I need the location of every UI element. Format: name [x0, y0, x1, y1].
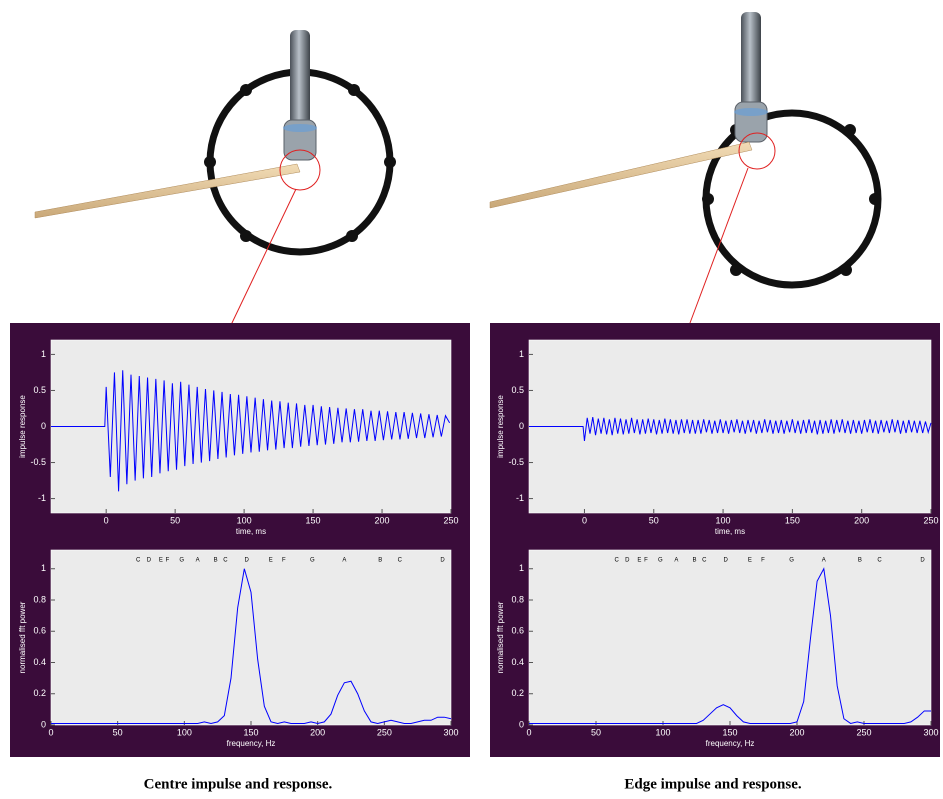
note-label: C [614, 558, 619, 564]
y-axis-label: normalised fft power [496, 601, 505, 673]
plot-area [529, 550, 931, 725]
note-label: F [166, 558, 170, 564]
plot-area [51, 340, 451, 513]
note-label: E [159, 558, 163, 564]
x-tick-label: 0 [526, 727, 531, 737]
note-label: D [625, 558, 630, 564]
x-tick-label: 200 [854, 515, 869, 525]
x-axis-label: frequency, Hz [227, 739, 276, 748]
y-tick-label: 0.5 [511, 385, 524, 395]
note-label: F [282, 558, 286, 564]
x-axis-label: time, ms [715, 527, 745, 536]
x-tick-label: 250 [377, 727, 392, 737]
note-label: E [269, 558, 273, 564]
y-axis-label: impulse response [496, 395, 505, 458]
note-label: B [378, 558, 382, 564]
note-label: D [920, 558, 925, 564]
x-tick-label: 50 [591, 727, 601, 737]
y-tick-label: 0.2 [511, 688, 524, 698]
note-label: G [179, 558, 184, 564]
note-label: A [674, 558, 678, 564]
x-tick-label: 200 [789, 727, 804, 737]
y-tick-label: 0 [519, 421, 524, 431]
x-tick-label: 300 [443, 727, 458, 737]
note-label: A [822, 558, 826, 564]
x-tick-label: 200 [375, 515, 390, 525]
x-tick-label: 50 [170, 515, 180, 525]
note-label: C [136, 558, 141, 564]
y-tick-label: 0.6 [33, 626, 46, 636]
y-tick-label: 0.5 [33, 385, 46, 395]
note-label: C [223, 558, 228, 564]
note-label: D [245, 558, 250, 564]
x-tick-label: 150 [306, 515, 321, 525]
y-tick-label: -0.5 [30, 457, 46, 467]
y-tick-label: 0.4 [511, 657, 524, 667]
y-tick-label: 0.8 [511, 594, 524, 604]
y-tick-label: 0 [519, 719, 524, 729]
x-tick-label: 100 [237, 515, 252, 525]
plot-area [51, 550, 451, 725]
x-tick-label: 150 [722, 727, 737, 737]
y-tick-label: -1 [516, 493, 524, 503]
note-label: F [644, 558, 648, 564]
x-axis-label: frequency, Hz [706, 739, 755, 748]
x-tick-label: 300 [923, 727, 938, 737]
y-tick-label: 0 [41, 719, 46, 729]
note-label: C [877, 558, 882, 564]
x-tick-label: 100 [655, 727, 670, 737]
note-label: B [692, 558, 696, 564]
y-tick-label: 0 [41, 421, 46, 431]
drum-illustration [35, 30, 396, 325]
y-tick-label: 0.2 [33, 688, 46, 698]
note-label: B [214, 558, 218, 564]
note-label: G [658, 558, 663, 564]
x-tick-label: 250 [856, 727, 871, 737]
x-tick-label: 0 [104, 515, 109, 525]
y-tick-label: 0.6 [511, 626, 524, 636]
x-tick-label: 50 [113, 727, 123, 737]
note-label: B [858, 558, 862, 564]
x-tick-label: 100 [177, 727, 192, 737]
x-axis-label: time, ms [236, 527, 266, 536]
x-tick-label: 250 [923, 515, 938, 525]
x-tick-label: 250 [443, 515, 458, 525]
note-label: E [748, 558, 752, 564]
note-label: A [196, 558, 200, 564]
note-label: D [147, 558, 152, 564]
x-tick-label: 100 [716, 515, 731, 525]
y-tick-label: 0.4 [33, 657, 46, 667]
y-axis-label: impulse response [18, 395, 27, 458]
x-tick-label: 150 [243, 727, 258, 737]
x-tick-label: 200 [310, 727, 325, 737]
caption: Edge impulse and response. [624, 776, 802, 792]
y-tick-label: -1 [38, 493, 46, 503]
note-label: D [724, 558, 729, 564]
note-label: G [310, 558, 315, 564]
x-tick-label: 0 [582, 515, 587, 525]
note-label: D [440, 558, 445, 564]
x-tick-label: 50 [649, 515, 659, 525]
page: Centre impulse and response. Edge impuls… [0, 0, 943, 794]
note-label: G [789, 558, 794, 564]
y-tick-label: 1 [41, 349, 46, 359]
y-tick-label: 1 [519, 563, 524, 573]
y-tick-label: 1 [519, 349, 524, 359]
y-axis-label: normalised fft power [18, 601, 27, 673]
note-label: C [702, 558, 707, 564]
drum-illustration [490, 12, 881, 323]
x-tick-label: 0 [48, 727, 53, 737]
note-label: E [637, 558, 641, 564]
y-tick-label: 1 [41, 563, 46, 573]
note-label: A [342, 558, 346, 564]
y-tick-label: -0.5 [508, 457, 524, 467]
note-label: C [398, 558, 403, 564]
figure: Centre impulse and response. Edge impuls… [0, 0, 943, 794]
x-tick-label: 150 [785, 515, 800, 525]
y-tick-label: 0.8 [33, 594, 46, 604]
note-label: F [761, 558, 765, 564]
caption: Centre impulse and response. [144, 776, 333, 792]
